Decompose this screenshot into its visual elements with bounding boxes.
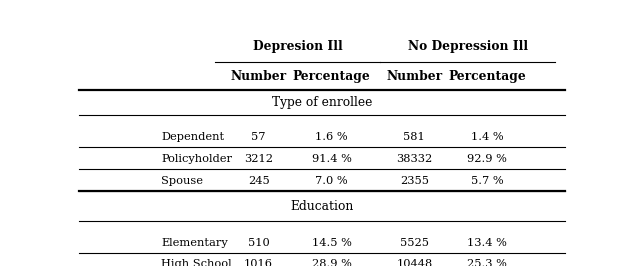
Text: 1016: 1016	[244, 259, 273, 266]
Text: 10448: 10448	[396, 259, 433, 266]
Text: Elementary: Elementary	[161, 238, 228, 248]
Text: 5525: 5525	[400, 238, 429, 248]
Text: 25.3 %: 25.3 %	[467, 259, 507, 266]
Text: Policyholder: Policyholder	[161, 154, 232, 164]
Text: Depresion Ill: Depresion Ill	[252, 40, 342, 53]
Text: 28.9 %: 28.9 %	[311, 259, 352, 266]
Text: 91.4 %: 91.4 %	[311, 154, 352, 164]
Text: 245: 245	[247, 176, 269, 186]
Text: 7.0 %: 7.0 %	[315, 176, 348, 186]
Text: 581: 581	[403, 132, 425, 142]
Text: 3212: 3212	[244, 154, 273, 164]
Text: Number: Number	[230, 70, 286, 84]
Text: High School: High School	[161, 259, 232, 266]
Text: No Depression Ill: No Depression Ill	[408, 40, 528, 53]
Text: 5.7 %: 5.7 %	[471, 176, 504, 186]
Text: 92.9 %: 92.9 %	[467, 154, 507, 164]
Text: Spouse: Spouse	[161, 176, 203, 186]
Text: Dependent: Dependent	[161, 132, 224, 142]
Text: 13.4 %: 13.4 %	[467, 238, 507, 248]
Text: Education: Education	[290, 200, 354, 213]
Text: Percentage: Percentage	[293, 70, 371, 84]
Text: Number: Number	[386, 70, 442, 84]
Text: 38332: 38332	[396, 154, 433, 164]
Text: 1.4 %: 1.4 %	[471, 132, 504, 142]
Text: Percentage: Percentage	[448, 70, 526, 84]
Text: 2355: 2355	[400, 176, 429, 186]
Text: Type of enrollee: Type of enrollee	[272, 96, 372, 109]
Text: 14.5 %: 14.5 %	[311, 238, 352, 248]
Text: 1.6 %: 1.6 %	[315, 132, 348, 142]
Text: 57: 57	[251, 132, 266, 142]
Text: 510: 510	[247, 238, 269, 248]
